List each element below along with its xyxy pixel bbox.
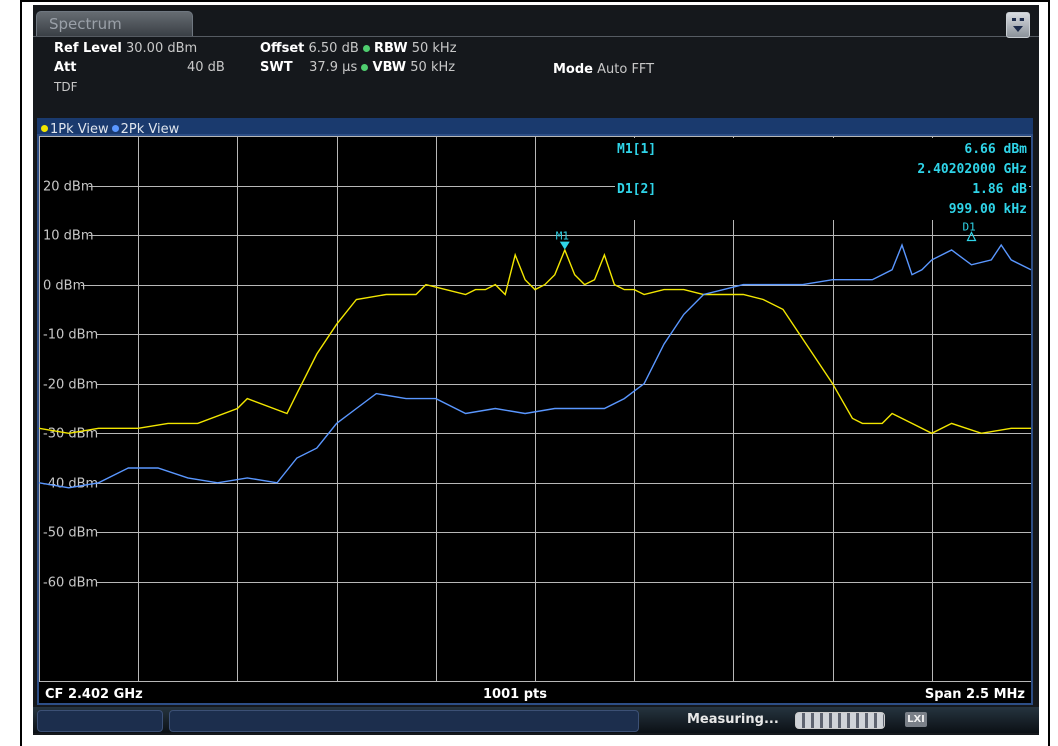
offset-status-dot [362,45,370,52]
y-tick-label: 10 dBm [43,229,94,244]
page-border-top [20,0,1050,2]
marker-label-d1: D1 [962,221,975,234]
offset-value: 6.50 dB [308,41,359,56]
view-legend-bar: 1Pk View 2Pk View [37,118,1033,137]
rbw-value: 50 kHz [411,41,457,56]
view1-dot [41,125,48,132]
spectrum-plot[interactable]: 20 dBm 10 dBm 0 dBm -10 dBm -20 dBm -30 dBm -4… [37,134,1033,705]
mode-label: Mode [553,62,593,77]
tdf-label: TDF [54,80,78,94]
d1-readout-label: D1[2] [617,182,656,197]
vbw-label: VBW [372,60,407,75]
tab-spectrum[interactable]: Spectrum [36,11,193,36]
y-tick-label: -10 dBm [43,328,98,343]
marker-readout-bg [615,138,1029,220]
status-field-2[interactable] [169,710,639,732]
view2-dot [111,125,119,132]
y-tick-label: 0 dBm [43,279,85,294]
ref-level: Ref Level 30.00 dBm [54,41,197,56]
view1-label[interactable]: 1Pk View [50,122,109,137]
offset: Offset 6.50 dB RBW 50 kHz [260,41,457,56]
tab-divider [33,36,1039,37]
view2-label[interactable]: 2Pk View [120,122,180,137]
swt-label: SWT [260,60,293,75]
ref-level-value: 30.00 dBm [126,41,198,56]
trace-1pk-view [39,248,1031,435]
marker-m1-icon [559,241,570,250]
measuring-status: Measuring... [687,712,779,727]
lxi-icon: LXI [905,712,927,727]
ref-level-label: Ref Level [54,41,122,56]
rbw-label: RBW [374,41,408,56]
footer-points: 1001 pts [483,687,547,702]
y-tick-label: -20 dBm [43,378,98,393]
menu-dots-icon[interactable] [1006,12,1030,38]
status-field-1[interactable] [37,710,163,732]
vbw-value: 50 kHz [410,60,456,75]
mode: Mode Auto FFT [553,62,654,77]
mode-value: Auto FFT [597,62,655,77]
y-tick-label: -60 dBm [43,576,98,591]
d1-readout-level: 1.86 dB [972,182,1027,197]
y-tick-label: -50 dBm [43,526,98,541]
y-tick-label: -30 dBm [43,427,98,442]
att-label: Att [54,60,77,75]
att-value: 40 dB [187,60,225,75]
footer-cf: CF 2.402 GHz [45,687,143,702]
page-border-right [1048,0,1050,746]
m1-readout-freq: 2.40202000 GHz [917,162,1027,177]
swt-status-dot [361,64,369,71]
swt: SWT 37.9 µs VBW 50 kHz [260,60,455,75]
marker-label-m1: M1 [556,230,569,243]
page-border-left [20,0,22,746]
trace-2pk-view [39,242,1031,489]
att: Att [54,60,77,75]
y-tick-label: 20 dBm [43,180,94,195]
swt-value: 37.9 µs [309,60,358,75]
y-tick-label: -40 dBm [43,477,98,492]
analyzer-window: Spectrum Ref Level 30.00 dBm Offset 6.50… [33,5,1039,735]
spectrum-plot-svg: 20 dBm 10 dBm 0 dBm -10 dBm -20 dBm -30 dBm -4… [39,136,1031,702]
m1-readout-label: M1[1] [617,142,656,157]
measurement-progress [795,712,885,729]
marker-d1-icon [966,231,977,242]
offset-label: Offset [260,41,305,56]
status-bar: Measuring... LXI [33,707,1039,733]
d1-readout-freq: 999.00 kHz [949,202,1027,217]
m1-readout-level: 6.66 dBm [964,142,1027,157]
footer-span: Span 2.5 MHz [925,687,1025,702]
